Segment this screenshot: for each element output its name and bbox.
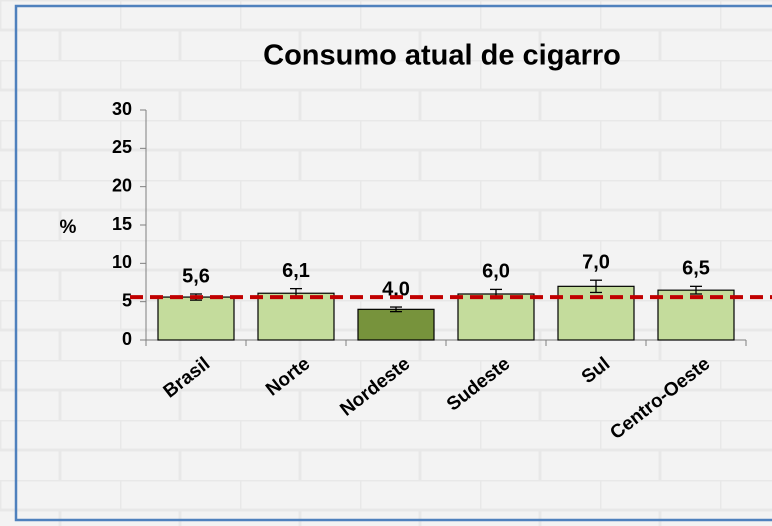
- bar: [557, 285, 635, 341]
- error-bar: [590, 279, 602, 294]
- y-axis-label: %: [60, 217, 77, 238]
- value-label: 6,1: [282, 260, 310, 282]
- bar: [457, 293, 535, 341]
- value-label: 6,5: [682, 258, 710, 280]
- value-label: 6,0: [482, 261, 510, 283]
- value-label: 7,0: [582, 251, 610, 273]
- y-tick-label: 5: [122, 290, 132, 310]
- bar: [157, 296, 235, 341]
- error-bar: [690, 285, 702, 295]
- error-bar: [390, 306, 402, 313]
- value-label: 5,6: [182, 265, 210, 287]
- bar: [357, 308, 435, 341]
- y-tick-label: 25: [112, 137, 132, 157]
- bar: [257, 292, 335, 341]
- y-tick-label: 0: [122, 329, 132, 349]
- value-label: 4,0: [382, 278, 410, 300]
- y-tick-label: 30: [112, 99, 132, 119]
- chart-frame: [14, 4, 772, 522]
- y-tick-label: 20: [112, 175, 132, 195]
- chart-title: Consumo atual de cigarro: [263, 40, 621, 72]
- y-tick-label: 10: [112, 252, 132, 272]
- y-tick-label: 15: [112, 214, 132, 234]
